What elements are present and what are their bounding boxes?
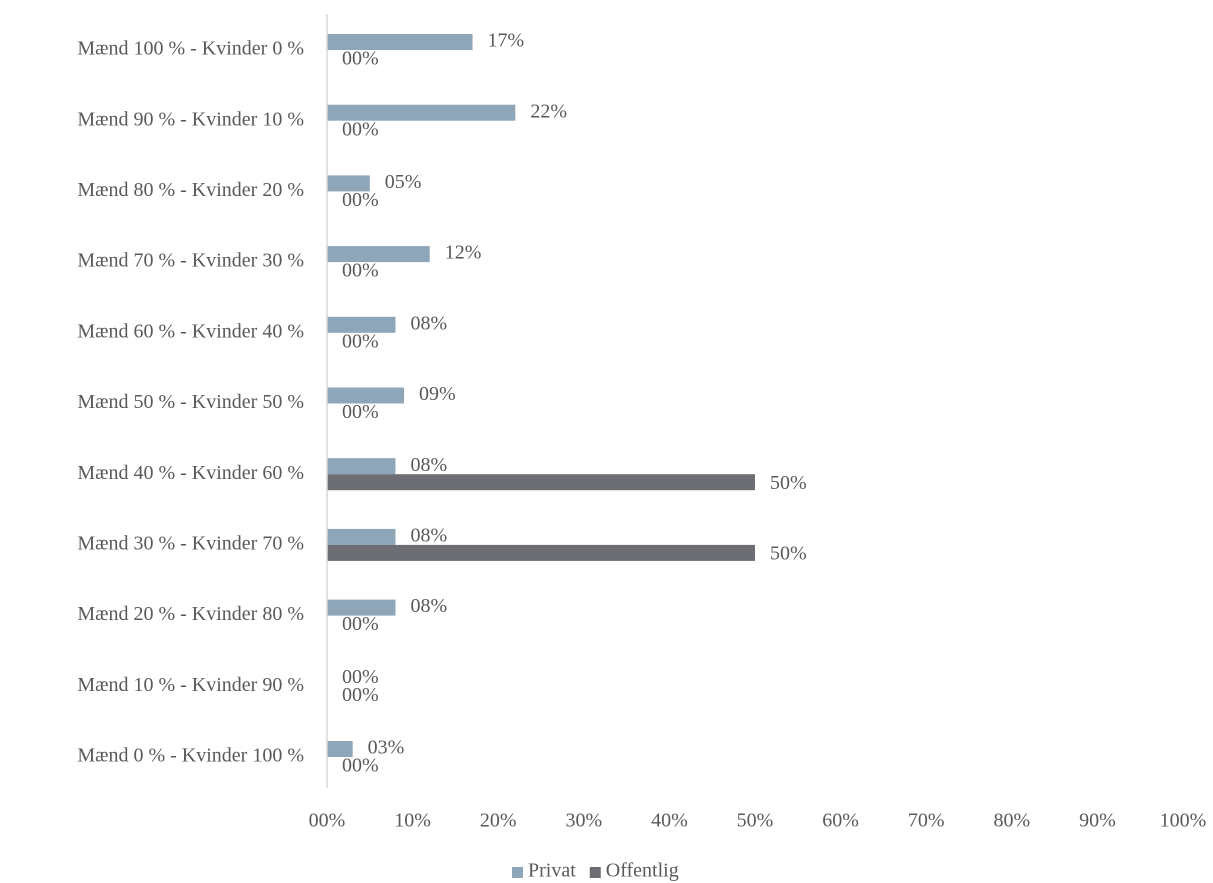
legend-label: Privat [528,860,576,882]
legend-swatch [512,867,523,878]
x-tick-label: 30% [565,810,602,832]
data-label: 00% [342,755,379,777]
data-label: 17% [488,30,525,52]
data-label: 00% [342,666,379,688]
bar [327,104,516,121]
x-tick-label: 90% [1079,810,1116,832]
y-tick-label: Mænd 80 % - Kvinder 20 % [77,179,304,201]
data-label: 22% [530,100,567,122]
data-label: 50% [770,472,807,494]
y-tick-label: Mænd 100 % - Kvinder 0 % [77,38,304,60]
data-label: 00% [342,189,379,211]
legend-swatch [589,867,601,878]
data-label: 12% [445,242,482,264]
y-tick-label: Mænd 90 % - Kvinder 10 % [77,108,304,130]
y-tick-label: Mænd 60 % - Kvinder 40 % [77,320,304,342]
x-tick-label: 100% [1160,810,1207,832]
data-label: 03% [368,737,405,759]
data-label: 08% [410,524,447,546]
data-label: 00% [342,401,379,423]
x-tick-label: 60% [822,810,859,832]
bar [327,544,755,561]
y-tick-label: Mænd 40 % - Kvinder 60 % [77,462,304,484]
bar [327,741,353,757]
y-tick-label: Mænd 30 % - Kvinder 70 % [77,532,304,554]
data-label: 00% [342,613,379,635]
y-tick-label: Mænd 20 % - Kvinder 80 % [77,603,304,625]
bar [327,387,405,404]
data-label: 09% [419,383,456,405]
bar [327,246,430,263]
legend-label: Offentlig [606,860,679,882]
data-label: 08% [410,454,447,476]
data-label: 00% [342,260,379,282]
data-label: 00% [342,330,379,352]
x-tick-label: 10% [394,810,431,832]
bar [327,458,396,475]
data-label: 08% [410,312,447,334]
data-label: 00% [342,118,379,140]
bar [327,34,473,50]
x-tick-label: 00% [309,810,346,832]
bar [327,175,370,192]
data-label: 00% [342,684,379,706]
data-label: 50% [770,542,807,564]
y-tick-label: Mænd 0 % - Kvinder 100 % [77,745,304,767]
x-tick-label: 50% [737,810,774,832]
bar [327,474,755,491]
y-tick-label: Mænd 70 % - Kvinder 30 % [77,250,304,272]
x-tick-label: 70% [908,810,945,832]
data-label: 00% [342,48,379,70]
x-tick-label: 20% [480,810,517,832]
bar [327,316,396,333]
x-tick-label: 80% [993,810,1030,832]
data-label: 05% [385,171,422,193]
bar [327,599,396,616]
bar [327,528,396,545]
y-tick-label: Mænd 10 % - Kvinder 90 % [77,674,304,696]
y-tick-label: Mænd 50 % - Kvinder 50 % [77,391,304,413]
x-tick-label: 40% [651,810,688,832]
data-label: 08% [410,595,447,617]
